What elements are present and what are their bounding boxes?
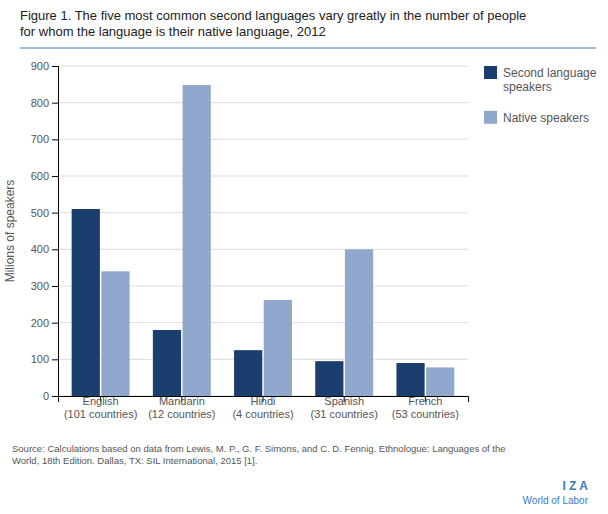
- y-axis-title: Milions of speakers: [3, 180, 17, 283]
- text-line: (4 countries): [232, 408, 293, 420]
- brand-subtitle: World of Labor: [523, 495, 589, 506]
- text-line: Spanish: [324, 395, 364, 407]
- y-tick-label: 100: [31, 353, 49, 365]
- bar-series: [72, 209, 425, 396]
- bar: [234, 350, 262, 396]
- x-tick-label: English(101 countries): [64, 395, 137, 420]
- source-note: Source: Calculations based on data from …: [12, 443, 506, 466]
- x-tick-label: French(53 countries): [392, 395, 459, 420]
- y-tick: 800: [31, 97, 58, 109]
- text-line: Native speakers: [503, 111, 589, 125]
- y-tick-mark: [52, 286, 58, 287]
- x-tick: English(101 countries): [64, 395, 137, 420]
- y-tick: 300: [31, 280, 58, 292]
- legend: Second languagespeakers Native speakers: [484, 66, 597, 125]
- x-tick-label: Hindi(4 countries): [232, 395, 293, 420]
- grid-line: [58, 176, 468, 177]
- y-tick-label: 600: [31, 170, 49, 182]
- y-tick: 200: [31, 317, 58, 329]
- y-tick-mark: [52, 139, 58, 140]
- bar: [264, 300, 292, 396]
- legend-item: Native speakers: [484, 111, 589, 125]
- y-tick-label: 400: [31, 243, 49, 255]
- legend-label: Native speakers: [503, 111, 589, 125]
- title: Figure 1. The five most common second la…: [20, 8, 526, 39]
- plot: English(101 countries) Mandarin(12 countr…: [3, 60, 469, 420]
- text-line: (101 countries): [64, 408, 137, 420]
- bar: [315, 361, 343, 396]
- title-separator: [20, 48, 596, 49]
- bar: [345, 249, 373, 396]
- y-tick-label: 700: [31, 133, 49, 145]
- y-tick: 700: [31, 133, 58, 145]
- grid-line: [58, 139, 468, 140]
- grid-line: [58, 249, 468, 250]
- y-tick-mark: [52, 66, 58, 67]
- y-tick-mark: [52, 103, 58, 104]
- x-tick: Mandarin(12 countries): [148, 395, 215, 420]
- text-line: speakers: [503, 80, 552, 94]
- text-line: World, 18th Edition. Dallas, TX: SIL Int…: [12, 455, 257, 466]
- bar: [183, 85, 211, 396]
- y-tick-mark: [52, 176, 58, 177]
- y-tick-label: 800: [31, 97, 49, 109]
- text-line: Figure 1. The five most common second la…: [20, 8, 526, 23]
- text-line: French: [408, 395, 442, 407]
- brand: I Z A: [562, 479, 588, 493]
- bars: [72, 85, 455, 396]
- text-line: (12 countries): [148, 408, 215, 420]
- chart: Figure 1. The five most common second la…: [0, 0, 608, 514]
- y-tick: 900: [31, 60, 58, 72]
- legend-swatch: [484, 66, 497, 79]
- y-tick-mark: [52, 249, 58, 250]
- x-tick-label: Spanish(31 countries): [311, 395, 378, 420]
- text-line: (31 countries): [311, 408, 378, 420]
- y-tick: 400: [31, 243, 58, 255]
- text-line: Hindi: [250, 395, 275, 407]
- legend-swatch: [484, 111, 497, 124]
- y-tick-mark: [52, 396, 58, 397]
- bar: [72, 209, 100, 396]
- y-tick-mark: [52, 359, 58, 360]
- text-line: Source: Calculations based on data from …: [12, 443, 506, 454]
- y-tick-mark: [52, 213, 58, 214]
- y-tick: 500: [31, 207, 58, 219]
- text-line: (53 countries): [392, 408, 459, 420]
- y-tick-label: 900: [31, 60, 49, 72]
- text-line: English: [83, 395, 119, 407]
- y-tick-label: 500: [31, 207, 49, 219]
- x-axis: English(101 countries) Mandarin(12 countr…: [59, 395, 469, 420]
- bar: [153, 330, 181, 396]
- y-tick-mark: [52, 323, 58, 324]
- text-line: Mandarin: [159, 395, 205, 407]
- bar: [426, 367, 454, 396]
- y-tick-label: 200: [31, 317, 49, 329]
- bar-series: [101, 85, 454, 396]
- x-tick: French(53 countries): [392, 395, 459, 420]
- y-tick: 0: [43, 390, 58, 402]
- x-tick: Hindi(4 countries): [232, 395, 293, 420]
- y-axis: 0 100 200 300 400 500 600 700 800 900: [31, 60, 59, 402]
- grid-line: [58, 212, 468, 213]
- bar: [396, 363, 424, 396]
- bar: [101, 271, 129, 396]
- y-tick-label: 300: [31, 280, 49, 292]
- grid-line: [58, 66, 468, 67]
- y-tick: 100: [31, 353, 58, 365]
- y-tick-label: 0: [43, 390, 49, 402]
- text-line: Second language: [503, 66, 597, 80]
- legend-label: Second languagespeakers: [503, 66, 597, 94]
- x-tick-label: Mandarin(12 countries): [148, 395, 215, 420]
- axis-domain: [52, 67, 59, 397]
- y-tick: 600: [31, 170, 58, 182]
- x-tick: Spanish(31 countries): [311, 395, 378, 420]
- legend-item: Second languagespeakers: [484, 66, 597, 94]
- grid: [58, 66, 468, 396]
- text-line: for whom the language is their native la…: [20, 24, 326, 39]
- grid-line: [58, 102, 468, 103]
